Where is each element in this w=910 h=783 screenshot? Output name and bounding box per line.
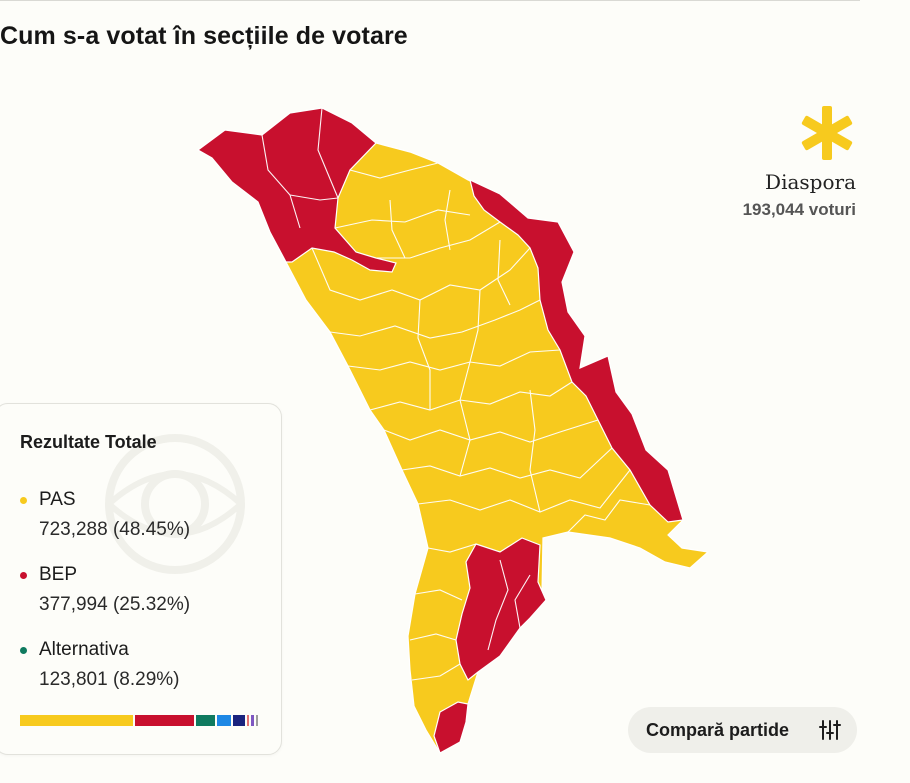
watermark-logo-icon: [105, 434, 245, 574]
map-region-bep-south[interactable]: [433, 701, 469, 754]
bar-segment: [246, 715, 250, 726]
legend-item-pas[interactable]: PAS 723,288 (48.45%): [20, 489, 190, 541]
sliders-icon: [819, 720, 841, 740]
district-borders: [261, 107, 651, 681]
bar-segment: [20, 715, 133, 726]
compare-parties-button[interactable]: Compară partide: [628, 707, 857, 753]
party-name: BEP: [39, 564, 78, 585]
bar-segment: [216, 715, 231, 726]
party-name: Alternativa: [39, 639, 129, 660]
results-legend-card: Rezultate Totale PAS 723,288 (48.45%) BE…: [0, 403, 282, 755]
diaspora-votes: 193,044 voturi: [742, 200, 856, 219]
compare-label: Compară partide: [646, 719, 790, 740]
bar-segment: [251, 715, 254, 726]
party-name: PAS: [39, 489, 76, 510]
map-region-bep-southeast[interactable]: [455, 537, 547, 681]
pas-dot-icon: [20, 496, 27, 504]
legend-item-bep[interactable]: BEP 377,994 (25.32%): [20, 564, 190, 616]
bar-segment: [232, 715, 245, 726]
map-region-bep-east[interactable]: [469, 178, 684, 523]
bar-segment: [134, 715, 194, 726]
diaspora-block[interactable]: Diaspora 193,044 voturi: [743, 104, 856, 220]
results-stacked-bar: [20, 715, 260, 726]
diaspora-label: Diaspora: [765, 170, 856, 194]
bar-segment: [255, 715, 258, 726]
top-divider: [0, 0, 860, 1]
bar-segment: [195, 715, 215, 726]
asterisk-icon: [801, 106, 853, 160]
alternativa-dot-icon: [20, 646, 27, 654]
party-result: 123,801 (8.29%): [39, 669, 180, 690]
legend-item-alternativa[interactable]: Alternativa 123,801 (8.29%): [20, 639, 180, 691]
page-title: Cum s-a votat în secțiile de votare: [0, 22, 408, 50]
party-result: 377,994 (25.32%): [39, 594, 191, 615]
legend-title: Rezultate Totale: [20, 432, 157, 452]
bep-dot-icon: [20, 571, 27, 579]
party-result: 723,288 (48.45%): [39, 519, 191, 540]
